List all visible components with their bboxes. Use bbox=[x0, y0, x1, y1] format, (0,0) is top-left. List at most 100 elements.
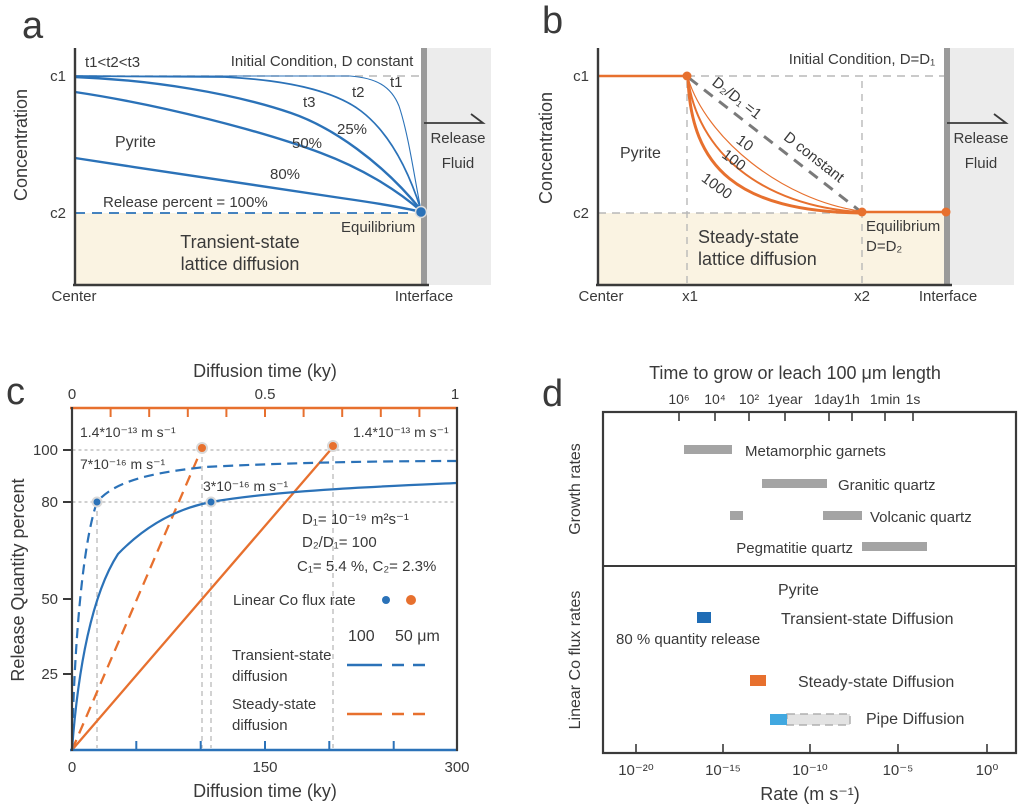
panel-d-top-tick-1min: 1min bbox=[870, 391, 900, 407]
panel-d-bar-pegmatite-quartz bbox=[862, 542, 927, 551]
panel-b-curve-ratio100 bbox=[687, 77, 861, 213]
panel-d-marker-pipe-dashed bbox=[786, 713, 851, 726]
panel-c-param-conc: C₁= 5.4 %, C₂= 2.3% bbox=[297, 558, 436, 575]
panel-a-curve-50pct bbox=[74, 90, 422, 212]
panel-d-bar-granitic-quartz bbox=[762, 479, 827, 488]
panel-a-label: a bbox=[22, 5, 44, 47]
panel-c-rate-7-label: 7*10⁻¹⁶ m s⁻¹ bbox=[80, 456, 165, 472]
panel-a-release-arrow-icon bbox=[424, 113, 486, 124]
panel-c-rate-3-label: 3*10⁻¹⁶ m s⁻¹ bbox=[203, 478, 288, 494]
panel-b-c2-label: c2 bbox=[573, 205, 589, 222]
panel-d-label-metamorphic-garnets: Metamorphic garnets bbox=[745, 443, 886, 460]
panel-c-param-dratio: D₂/D₁= 100 bbox=[302, 534, 377, 551]
panel-d-title: Time to grow or leach 100 μm length bbox=[649, 363, 941, 383]
panel-c-dot-14e13-left bbox=[196, 442, 208, 454]
panel-a: a Concentration t1<t2<t3 Initial Conditi… bbox=[11, 5, 491, 305]
panel-c-top-tick-0: 0 bbox=[68, 386, 76, 403]
panel-b-xtick-x1: x1 bbox=[682, 288, 698, 305]
panel-a-equilibrium-label: Equilibrium bbox=[341, 219, 415, 236]
panel-a-t3-label: t3 bbox=[303, 94, 316, 111]
panel-d: d Time to grow or leach 100 μm length 10… bbox=[542, 363, 1018, 804]
panel-a-fluid-label2: Fluid bbox=[442, 155, 475, 172]
panel-b-curve-ratio1000 bbox=[686, 77, 861, 215]
panel-b-label: b bbox=[542, 0, 563, 42]
panel-b-regime-line2: lattice diffusion bbox=[698, 249, 817, 269]
panel-d-bar-volcanic-quartz-left bbox=[730, 511, 743, 520]
panel-a-pyrite-region bbox=[75, 213, 422, 284]
panel-a-xtick-interface: Interface bbox=[395, 288, 453, 305]
panel-b-equilibrium-label2: D=D₂ bbox=[866, 238, 902, 255]
panel-a-curve-t3-25pct bbox=[74, 75, 422, 211]
panel-c-ytick-100: 100 bbox=[33, 442, 58, 459]
panel-a-curves bbox=[74, 75, 422, 214]
panel-a-25pct-label: 25% bbox=[337, 121, 367, 138]
panel-c-legend-steady-label1: Steady-state bbox=[232, 696, 316, 713]
panel-d-top-tick-1s: 1s bbox=[906, 391, 921, 407]
panel-b: b Concentration Initial Condition, D=D₁ … bbox=[536, 0, 1014, 305]
panel-a-interface-bar bbox=[421, 48, 427, 285]
panel-b-ratio1000-label: 1000 bbox=[698, 170, 735, 203]
panel-b-d-constant-line bbox=[688, 76, 861, 213]
panel-a-curve-t1 bbox=[75, 75, 422, 211]
panel-b-curves bbox=[686, 77, 861, 215]
panel-a-regime-line2: lattice diffusion bbox=[181, 254, 300, 274]
panel-c-legend-steady-label2: diffusion bbox=[232, 717, 288, 734]
panel-c-transient-50um-curve bbox=[70, 459, 458, 751]
panel-d-label-steady: Steady-state Diffusion bbox=[798, 674, 954, 691]
panel-d-xlabel: Rate (m s⁻¹) bbox=[760, 784, 860, 804]
panel-b-fluid-label1: Release bbox=[953, 130, 1008, 147]
panel-d-marker-pipe-solid bbox=[770, 714, 787, 725]
panel-c-top-ticks bbox=[109, 408, 421, 417]
panel-d-bottom-tick-1e-5: 10⁻⁵ bbox=[883, 762, 914, 779]
panel-d-bar-metamorphic-garnets bbox=[684, 445, 732, 454]
panel-b-pyrite-label: Pyrite bbox=[620, 145, 661, 162]
panel-d-label-pegmatite-quartz: Pegmatitie quartz bbox=[736, 540, 853, 557]
panel-d-top-tick-1day: 1day bbox=[814, 391, 844, 407]
panel-a-initial-condition-label: Initial Condition, D constant bbox=[231, 53, 414, 70]
panel-a-fluid-label1: Release bbox=[430, 130, 485, 147]
panel-b-regime-line1: Steady-state bbox=[698, 227, 799, 247]
panel-c-ytick-50: 50 bbox=[41, 591, 58, 608]
panel-b-c1-label: c1 bbox=[573, 68, 589, 85]
panel-a-regime-line1: Transient-state bbox=[180, 232, 299, 252]
panel-c-bottom-ticks bbox=[135, 741, 395, 750]
panel-d-top-tick-1e6: 10⁶ bbox=[668, 391, 689, 407]
panel-a-80pct-label: 80% bbox=[270, 166, 300, 183]
panel-c-dot-3e16 bbox=[205, 496, 217, 508]
panel-c-legend-blue-dot bbox=[382, 596, 390, 604]
panel-b-curve-ratio10 bbox=[687, 77, 861, 212]
panel-d-ylabel-growth: Growth rates bbox=[567, 443, 584, 535]
panel-d-label-pyrite: Pyrite bbox=[778, 582, 819, 599]
panel-b-fluid-label2: Fluid bbox=[965, 155, 998, 172]
panel-d-bottom-tick-1e-20: 10⁻²⁰ bbox=[618, 762, 654, 779]
panel-d-label-release-note: 80 % quantity release bbox=[616, 631, 760, 648]
panel-b-fluid-region bbox=[950, 48, 1014, 285]
panel-b-xtick-center: Center bbox=[578, 288, 623, 305]
panel-d-top-tick-1year: 1year bbox=[767, 391, 802, 407]
panel-a-xtick-center: Center bbox=[51, 288, 96, 305]
panel-d-bottom-tick-1e-15: 10⁻¹⁵ bbox=[705, 762, 741, 779]
panel-b-equilibrium-label1: Equilibrium bbox=[866, 218, 940, 235]
panel-c-left-ticks bbox=[63, 449, 72, 675]
panel-d-label: d bbox=[542, 373, 563, 415]
panel-b-interface-dot bbox=[941, 207, 951, 217]
panel-a-curve-t2 bbox=[74, 75, 422, 211]
panel-c-legend-transient-label1: Transient-state bbox=[232, 647, 332, 664]
panel-c-ylabel: Release Quantity percent bbox=[8, 478, 28, 681]
panel-a-equilibrium-dot bbox=[414, 205, 428, 219]
panel-d-top-tick-labels: 10⁶ 10⁴ 10² 1year 1day 1h 1min 1s bbox=[668, 391, 920, 407]
panel-a-t2-label: t2 bbox=[352, 84, 365, 101]
panel-d-label-granitic-quartz: Granitic quartz bbox=[838, 477, 936, 494]
panel-c: c Diffusion time (ky) 0 0.5 1 Release Qu… bbox=[6, 361, 470, 801]
panel-d-marker-steady bbox=[750, 675, 766, 686]
panel-c-top-tick-1: 1 bbox=[451, 386, 459, 403]
panel-d-marker-transient bbox=[697, 612, 711, 623]
panel-b-x1-dot bbox=[682, 71, 692, 81]
panel-c-param-d1: D₁= 10⁻¹⁹ m²s⁻¹ bbox=[302, 511, 409, 528]
panel-c-steady-50um-line bbox=[70, 447, 204, 751]
panel-c-rate-fast-right-label: 1.4*10⁻¹³ m s⁻¹ bbox=[353, 424, 449, 440]
panel-c-top-axis-title: Diffusion time (ky) bbox=[193, 361, 337, 381]
panel-c-legend-size-50: 50 μm bbox=[395, 628, 440, 645]
